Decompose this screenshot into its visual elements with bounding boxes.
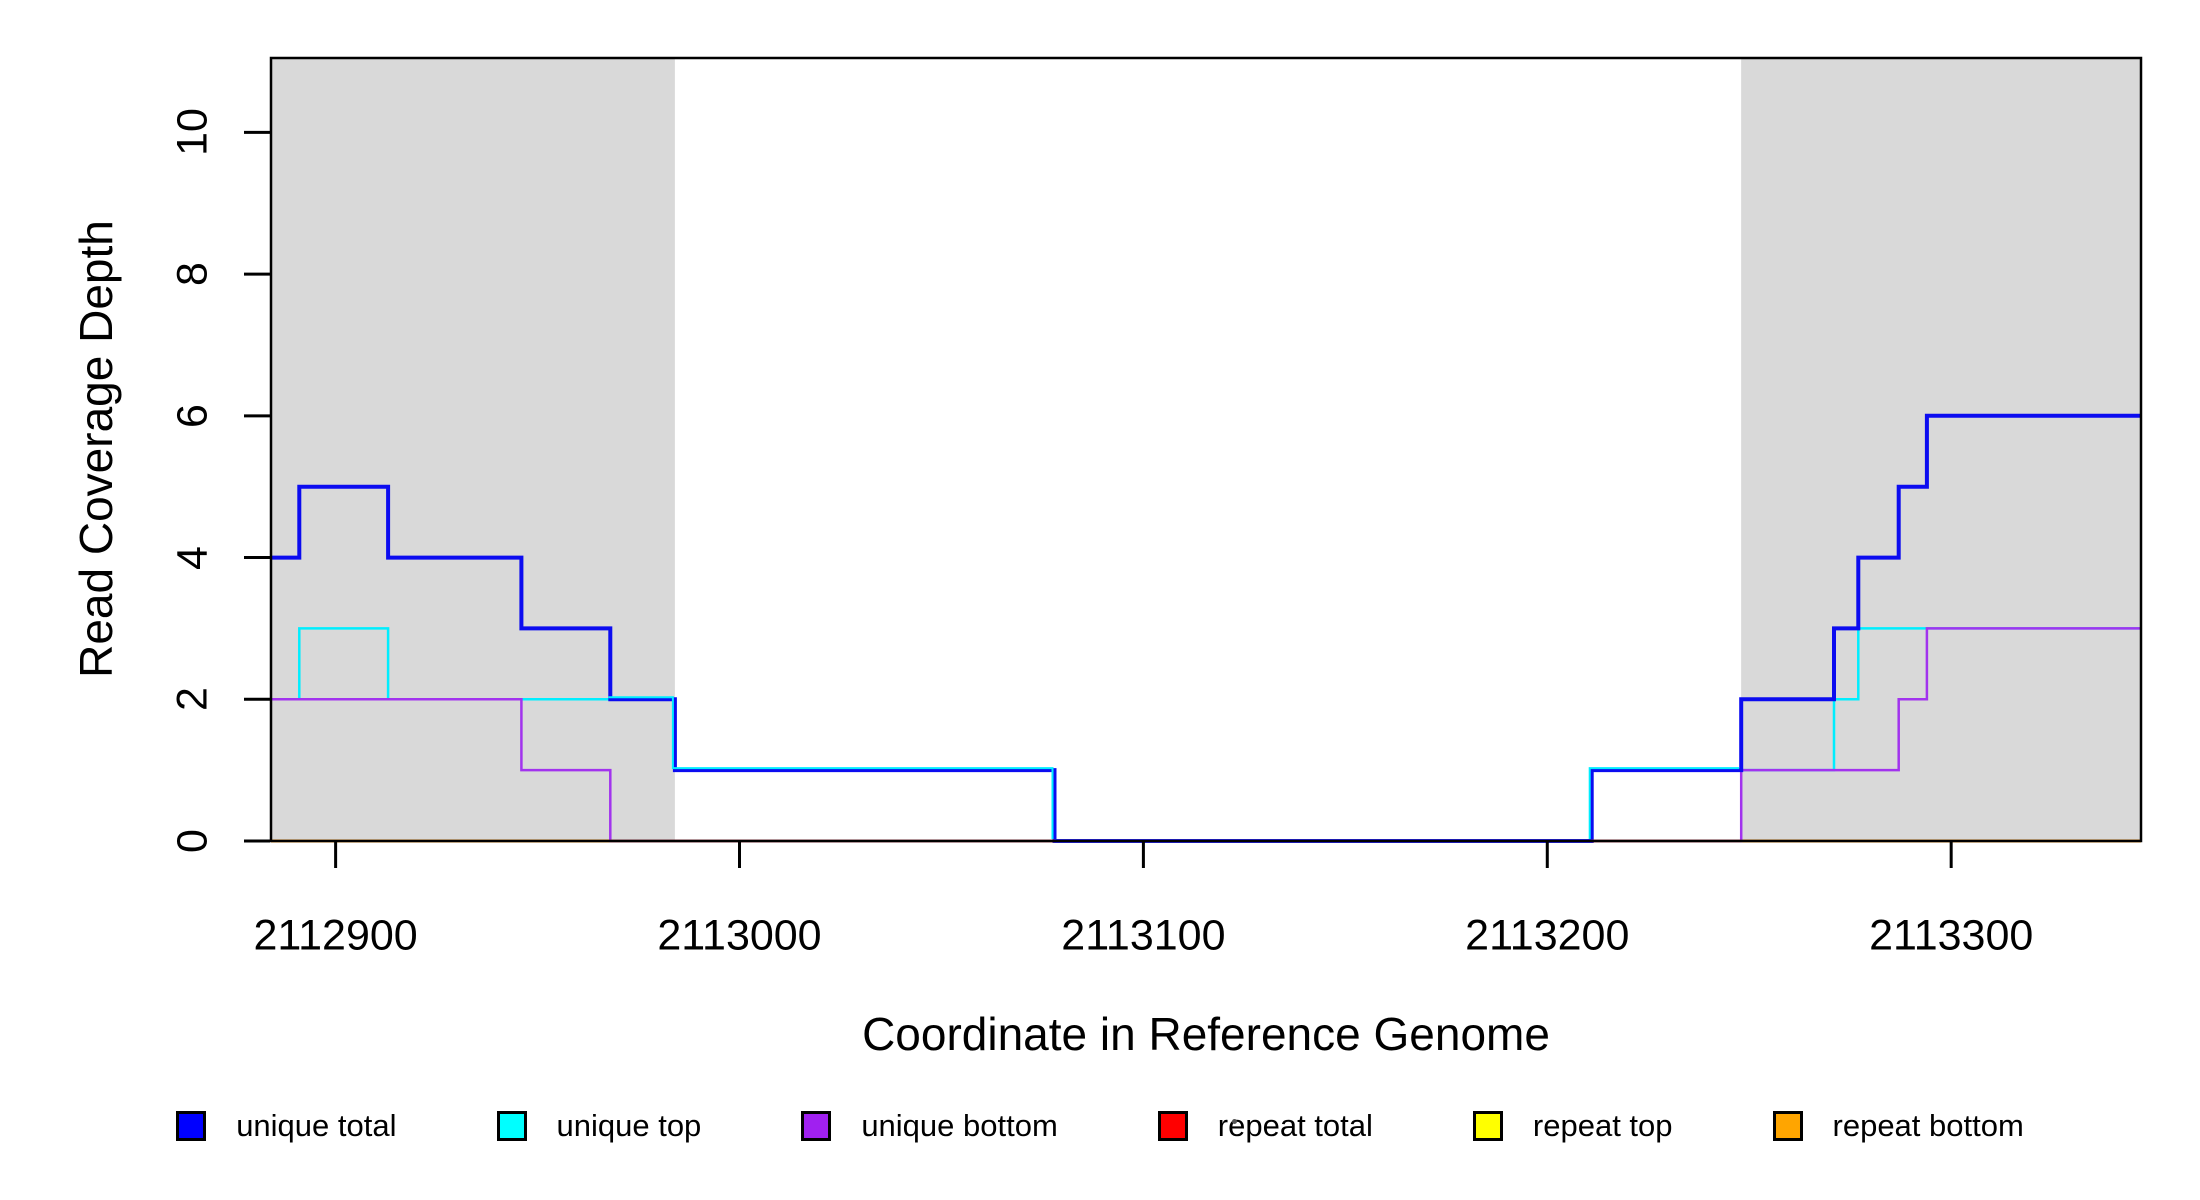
legend-label: repeat total <box>1217 1108 1373 1143</box>
y-tick-label: 10 <box>168 108 217 157</box>
x-tick-label: 2113300 <box>1869 911 2034 960</box>
y-tick-label: 2 <box>168 687 217 712</box>
legend-label: unique total <box>236 1108 397 1143</box>
y-tick-label: 6 <box>168 403 217 428</box>
y-tick-label: 8 <box>168 262 217 287</box>
series-unique-bottom <box>271 627 2141 843</box>
repeat-total-swatch-icon <box>1157 1111 1188 1141</box>
x-tick-label: 2112900 <box>253 911 418 960</box>
legend-label: repeat bottom <box>1832 1108 2024 1143</box>
legend-label: unique top <box>556 1108 702 1143</box>
y-tick-label: 0 <box>168 829 217 853</box>
repeat-region-band <box>1741 58 2141 841</box>
legend-item-repeat-total: repeat total <box>1157 1108 1373 1144</box>
legend-item-unique-bottom: unique bottom <box>801 1108 1058 1144</box>
unique-bottom-swatch-icon <box>801 1111 832 1141</box>
x-tick-label: 2113000 <box>657 911 822 960</box>
cyan-over-blue-highlight <box>1588 767 1740 839</box>
y-tick-label: 4 <box>168 545 217 570</box>
legend-item-repeat-top: repeat top <box>1472 1108 1673 1144</box>
unique-total-swatch-icon <box>176 1111 207 1141</box>
plot-box <box>269 56 2143 843</box>
legend-label: repeat top <box>1532 1108 1673 1143</box>
unique-top-swatch-icon <box>496 1111 527 1141</box>
repeat-region-band <box>271 58 675 841</box>
repeat-top-swatch-icon <box>1472 1111 1503 1141</box>
x-axis-title: Coordinate in Reference Genome <box>862 1008 1550 1060</box>
x-tick-label: 2113200 <box>1465 911 1630 960</box>
legend-label: unique bottom <box>861 1108 1058 1143</box>
y-axis-title: Read Coverage Depth <box>70 220 122 678</box>
legend-item-unique-total: unique total <box>176 1108 397 1144</box>
x-tick-label: 2113100 <box>1061 911 1226 960</box>
legend-item-repeat-bottom: repeat bottom <box>1772 1108 2024 1144</box>
cyan-over-blue-highlight <box>608 696 1054 839</box>
legend-item-unique-top: unique top <box>496 1108 702 1144</box>
repeat-bottom-swatch-icon <box>1772 1111 1803 1141</box>
stray-point-artifact <box>1232 1119 1237 1124</box>
chart-legend: unique total unique top unique bottom re… <box>0 1108 2200 1144</box>
